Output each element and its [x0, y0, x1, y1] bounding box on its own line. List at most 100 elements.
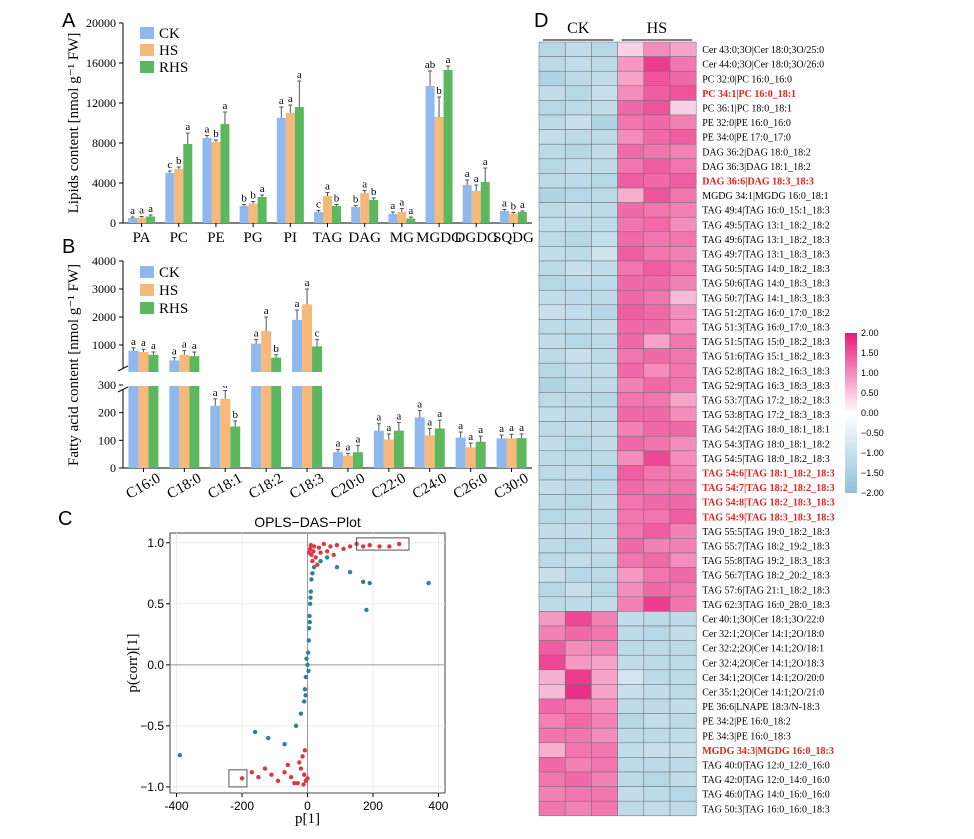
- b-sig-letter: a: [427, 416, 432, 428]
- c-y-axis-title: p(corr)[1]: [125, 633, 141, 692]
- d-heatmap-cell: [538, 727, 566, 744]
- c-point-teal: [307, 619, 312, 625]
- d-heatmap-cell: [669, 421, 697, 437]
- c-point-teal: [426, 580, 431, 586]
- a-legend-swatch-rhs: [140, 61, 154, 73]
- b-x-tick-label: C18:3: [287, 470, 327, 502]
- c-point-red: [310, 558, 315, 564]
- b-sig-letter: a: [478, 424, 483, 436]
- c-point-teal: [177, 752, 183, 758]
- d-row-label: TAG 53:8|TAG 17:2_18:3_18:3: [702, 410, 830, 421]
- b-bar-hs: [302, 385, 313, 468]
- b-bar-ck-upper: [128, 350, 139, 373]
- d-heatmap-cell: [643, 56, 671, 72]
- d-heatmap-cell: [538, 640, 566, 656]
- b-axis-break-mark: [117, 365, 129, 372]
- d-heatmap-cell: [617, 654, 645, 671]
- d-heatmap-cell: [617, 581, 645, 598]
- d-heatmap-cell: [591, 275, 618, 291]
- d-heatmap-cell: [564, 41, 592, 57]
- c-point-teal: [282, 741, 287, 747]
- d-heatmap-cell: [564, 246, 592, 262]
- a-bar-ck: [239, 206, 249, 223]
- b-bar-rhs: [148, 385, 159, 468]
- b-legend-label-ck: CK: [159, 265, 180, 281]
- b-bar-hs: [342, 455, 353, 468]
- a-bar-rhs: [332, 206, 341, 223]
- d-heatmap-cell: [617, 143, 645, 160]
- d-heatmap-cell: [617, 786, 645, 802]
- a-sig-letter: a: [139, 205, 144, 217]
- a-bar-ck: [276, 118, 286, 223]
- d-heatmap-cell: [591, 552, 618, 568]
- a-sig-letter: b: [511, 201, 517, 213]
- d-heatmap-cell: [564, 508, 592, 525]
- c-point-red: [328, 544, 333, 549]
- d-heatmap-cell: [564, 786, 592, 802]
- c-point-red: [275, 778, 281, 783]
- d-heatmap-cell: [538, 800, 566, 817]
- c-point-red: [307, 546, 313, 552]
- c-point-red: [285, 762, 291, 768]
- c-point-red: [282, 770, 287, 775]
- d-heatmap-cell: [669, 275, 697, 291]
- d-heatmap-cell: [643, 654, 671, 671]
- d-row-label: PE 34:3|PE 16:0_18:3: [702, 731, 791, 742]
- d-heatmap-cell: [669, 392, 697, 408]
- a-y-tick-label: 8000: [92, 136, 116, 150]
- d-heatmap-cell: [591, 392, 618, 408]
- b-legend-swatch-rhs: [140, 302, 154, 314]
- b-bar-hs-upper: [302, 304, 313, 373]
- d-colorbar-tick-label: 2.00: [861, 328, 879, 338]
- d-heatmap-cell: [564, 333, 592, 349]
- d-heatmap-cell: [564, 158, 592, 174]
- c-y-tick-label: −1.0: [140, 780, 164, 794]
- d-heatmap-cell: [617, 129, 645, 145]
- c-point-teal: [334, 564, 340, 570]
- d-heatmap-cell: [591, 684, 618, 700]
- b-bar-ck: [455, 437, 466, 468]
- d-row-label: TAG 51:3|TAG 16:0_17:0_18:3: [702, 323, 830, 334]
- d-heatmap-cell: [643, 319, 671, 335]
- d-heatmap-cell: [617, 41, 645, 57]
- d-heatmap-cell: [564, 202, 592, 218]
- a-sig-letter: b: [334, 193, 340, 205]
- d-heatmap-cell: [538, 362, 566, 379]
- d-heatmap-cell: [538, 216, 566, 233]
- d-heatmap-cell: [538, 41, 566, 57]
- d-heatmap-cell: [591, 333, 618, 349]
- a-bar-ck: [351, 207, 361, 223]
- c-point-red: [297, 760, 302, 765]
- d-heatmap-cell: [669, 85, 697, 101]
- d-heatmap-cell: [538, 465, 566, 481]
- c-x-tick-label: 0: [304, 799, 311, 813]
- d-heatmap-cell: [591, 319, 618, 335]
- a-x-tick-label: PE: [207, 230, 225, 246]
- d-heatmap-cell: [643, 640, 671, 656]
- d-heatmap-cell: [564, 377, 592, 393]
- d-row-label: Cer 32:2;2O|Cer 14:1;2O/18:1: [702, 644, 824, 655]
- d-heatmap-cell: [591, 100, 618, 116]
- d-heatmap-cell: [564, 187, 592, 203]
- a-bar-hs: [323, 196, 332, 223]
- c-point-teal: [307, 613, 312, 619]
- c-point-red: [288, 774, 294, 780]
- d-heatmap-cell: [617, 508, 645, 525]
- a-sig-letter: b: [371, 186, 377, 198]
- d-heatmap-cell: [538, 85, 566, 101]
- d-heatmap-cell: [564, 669, 592, 685]
- c-point-teal: [298, 711, 304, 716]
- a-sig-letter: a: [279, 95, 284, 107]
- a-y-tick-label: 16000: [86, 56, 116, 70]
- a-bar-rhs: [220, 124, 230, 223]
- d-heatmap-cell: [591, 538, 618, 554]
- d-heatmap-cell: [538, 786, 566, 802]
- a-x-tick-label: PI: [284, 230, 297, 246]
- d-row-label: TAG 53:7|TAG 17:2_18:2_18:3: [702, 396, 830, 407]
- a-sig-letter: a: [185, 121, 190, 133]
- c-point-red: [302, 772, 307, 777]
- d-heatmap-cell: [617, 800, 645, 817]
- d-heatmap-cell: [669, 41, 697, 57]
- a-bar-rhs: [146, 216, 156, 223]
- b-bar-ck-upper: [251, 343, 262, 373]
